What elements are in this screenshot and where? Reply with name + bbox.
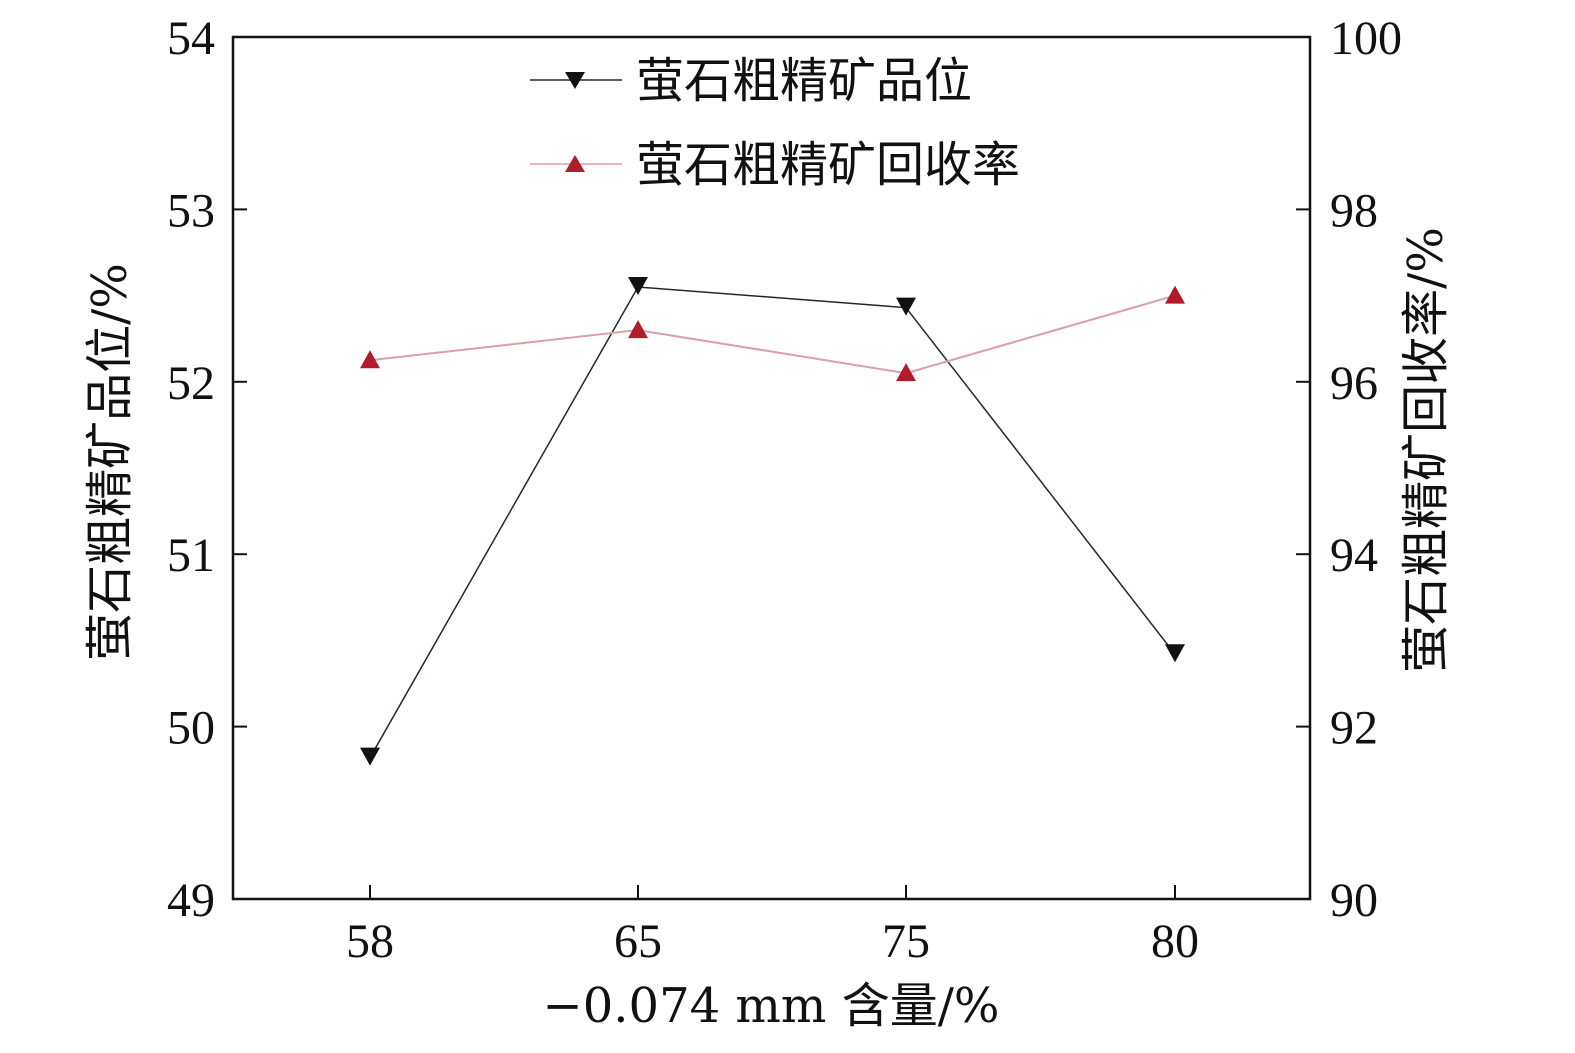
recovery-point	[896, 363, 916, 382]
right-tick-label: 90	[1330, 874, 1378, 927]
grade-point	[1165, 644, 1185, 663]
x-tick-label: 65	[614, 915, 662, 968]
x-tick-label: 58	[346, 915, 394, 968]
recovery-point	[628, 320, 648, 339]
right-axis-title: 萤石粗精矿回收率/%	[1398, 227, 1454, 673]
grade-series-line	[369, 286, 1176, 759]
legend-marker-grade	[565, 72, 585, 89]
x-tick-label: 80	[1151, 915, 1199, 968]
right-tick-label: 94	[1330, 529, 1378, 582]
legend-marker-recovery	[565, 155, 585, 172]
recovery-point	[1165, 285, 1185, 304]
grade-point	[628, 276, 648, 295]
left-axis-ticks: 49 50 51 52 53 54	[167, 12, 247, 927]
legend: 萤石粗精矿品位 萤石粗精矿回收率	[530, 53, 1020, 193]
x-axis-ticks: 58 65 75 80	[346, 885, 1199, 968]
left-axis-title: 萤石粗精矿品位/%	[82, 263, 138, 661]
left-tick-label: 52	[167, 357, 215, 410]
legend-label-recovery: 萤石粗精矿回收率	[636, 137, 1020, 193]
recovery-series-line	[369, 294, 1176, 375]
left-tick-label: 50	[167, 702, 215, 755]
grade-point	[896, 297, 916, 316]
right-tick-label: 92	[1330, 702, 1378, 755]
right-tick-label: 100	[1330, 12, 1402, 65]
left-tick-label: 54	[167, 12, 215, 65]
plot-frame	[231, 35, 1312, 901]
grade-point	[360, 747, 380, 766]
left-tick-label: 53	[167, 184, 215, 237]
right-axis-ticks: 90 92 94 96 98 100	[1296, 12, 1402, 927]
x-axis-title: −0.074 mm 含量/%	[543, 978, 1000, 1034]
left-tick-label: 51	[167, 529, 215, 582]
right-tick-label: 96	[1330, 357, 1378, 410]
recovery-point	[360, 350, 380, 369]
right-tick-label: 98	[1330, 184, 1378, 237]
series-layer	[360, 276, 1185, 766]
legend-label-grade: 萤石粗精矿品位	[636, 53, 972, 109]
left-tick-label: 49	[167, 874, 215, 927]
x-tick-label: 75	[882, 915, 930, 968]
